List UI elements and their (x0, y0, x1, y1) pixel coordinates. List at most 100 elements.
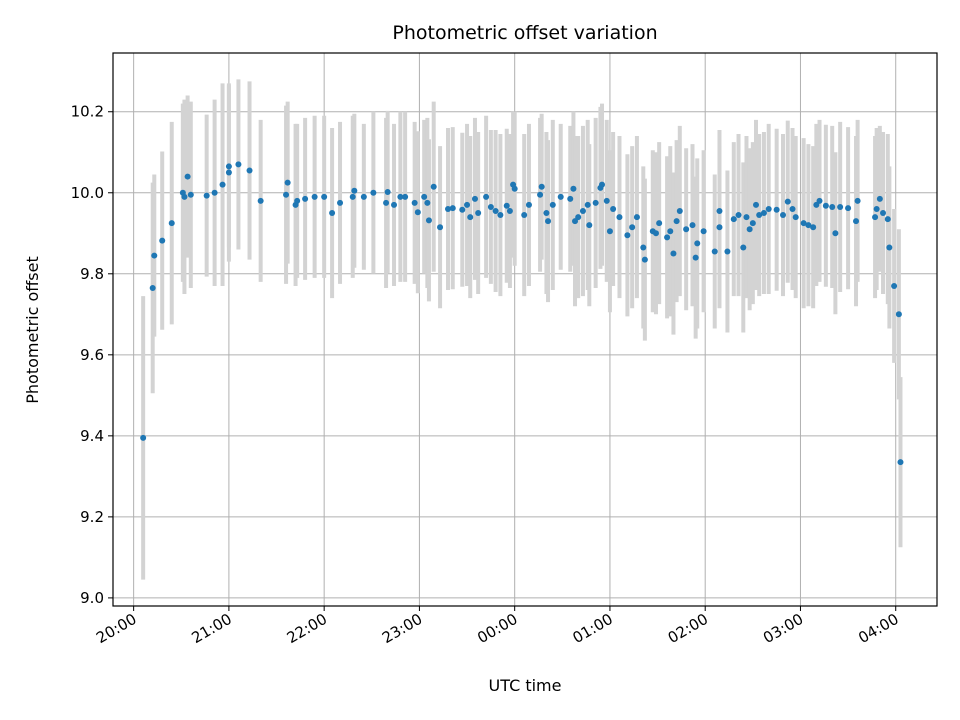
data-point (853, 218, 860, 225)
data-point (159, 237, 166, 244)
data-point (897, 459, 904, 466)
data-point (391, 201, 398, 208)
x-tick-label: 00:00 (474, 610, 520, 647)
data-point (692, 254, 699, 261)
data-point (876, 195, 883, 202)
data-point (283, 191, 290, 198)
data-point (616, 214, 623, 221)
data-point (845, 205, 852, 212)
y-tick-label: 10.0 (71, 184, 104, 202)
data-point (641, 256, 648, 263)
data-point (810, 224, 817, 231)
data-point (683, 226, 690, 233)
data-point (311, 193, 318, 200)
y-tick-label: 9.0 (80, 589, 104, 607)
error-bars (141, 79, 903, 580)
data-point (670, 250, 677, 257)
data-point (384, 188, 391, 195)
data-point (294, 197, 301, 204)
x-tick-label: 22:00 (284, 610, 330, 647)
data-point (765, 205, 772, 212)
data-point (664, 234, 671, 241)
data-point (891, 282, 898, 289)
data-point (181, 193, 188, 200)
data-point (471, 195, 478, 202)
data-point (321, 193, 328, 200)
data-point (351, 187, 358, 194)
data-point (572, 218, 579, 225)
data-point (219, 181, 226, 188)
data-point (545, 218, 552, 225)
data-point (444, 205, 451, 212)
data-point (735, 212, 742, 219)
data-point (437, 224, 444, 231)
data-point (257, 197, 264, 204)
y-axis-label: Photometric offset (23, 256, 42, 404)
data-point (302, 195, 309, 202)
data-point (740, 244, 747, 251)
data-point (570, 185, 577, 192)
data-point (424, 199, 431, 206)
data-point (779, 212, 786, 219)
chart-title: Photometric offset variation (392, 22, 657, 44)
data-point (746, 226, 753, 233)
data-point (567, 195, 574, 202)
data-point (884, 216, 891, 223)
data-point (676, 208, 683, 214)
data-point (640, 244, 647, 251)
data-point (854, 197, 861, 204)
data-point (575, 214, 582, 221)
x-tick-label: 03:00 (760, 610, 806, 647)
data-point (140, 434, 147, 441)
data-point (813, 201, 820, 208)
data-point (829, 203, 836, 210)
y-axis: 9.0 9.2 9.4 9.6 9.8 10.0 10.2 (71, 103, 113, 607)
data-points (140, 161, 904, 466)
data-point (525, 201, 532, 208)
data-point (475, 210, 482, 217)
data-point (151, 252, 158, 259)
data-point (800, 220, 807, 227)
data-point (503, 202, 510, 209)
x-axis: 20:00 21:00 22:00 23:00 00:00 01:00 02:00 03:00… (93, 606, 902, 647)
data-point (633, 214, 640, 221)
data-point (880, 210, 887, 217)
data-point (784, 198, 791, 205)
data-point (521, 212, 528, 219)
x-tick-label: 21:00 (188, 610, 234, 647)
data-point (656, 220, 663, 227)
y-tick-label: 9.4 (80, 427, 104, 445)
data-point (329, 210, 336, 217)
data-point (584, 201, 591, 208)
y-tick-label: 10.2 (71, 103, 104, 121)
data-point (730, 216, 737, 223)
data-point (425, 217, 432, 224)
data-point (816, 197, 823, 204)
data-point (360, 193, 367, 200)
data-point (694, 240, 701, 247)
data-point (557, 193, 564, 200)
data-point (203, 192, 210, 199)
data-point (610, 205, 617, 212)
data-point (370, 189, 377, 196)
data-point (497, 212, 504, 219)
data-point (673, 218, 680, 225)
data-point (464, 201, 471, 208)
data-point (716, 208, 723, 214)
data-point (773, 206, 780, 213)
data-point (397, 193, 404, 200)
data-point (592, 199, 599, 206)
data-point (743, 214, 750, 221)
data-point (168, 220, 175, 227)
data-point (538, 183, 545, 190)
x-axis-label: UTC time (489, 676, 562, 695)
data-point (711, 248, 718, 255)
data-point (753, 201, 760, 208)
x-tick-label: 02:00 (665, 610, 711, 647)
data-point (487, 203, 494, 210)
data-point (760, 210, 767, 217)
data-point (895, 311, 902, 318)
data-point (603, 197, 610, 204)
data-point (184, 173, 191, 180)
